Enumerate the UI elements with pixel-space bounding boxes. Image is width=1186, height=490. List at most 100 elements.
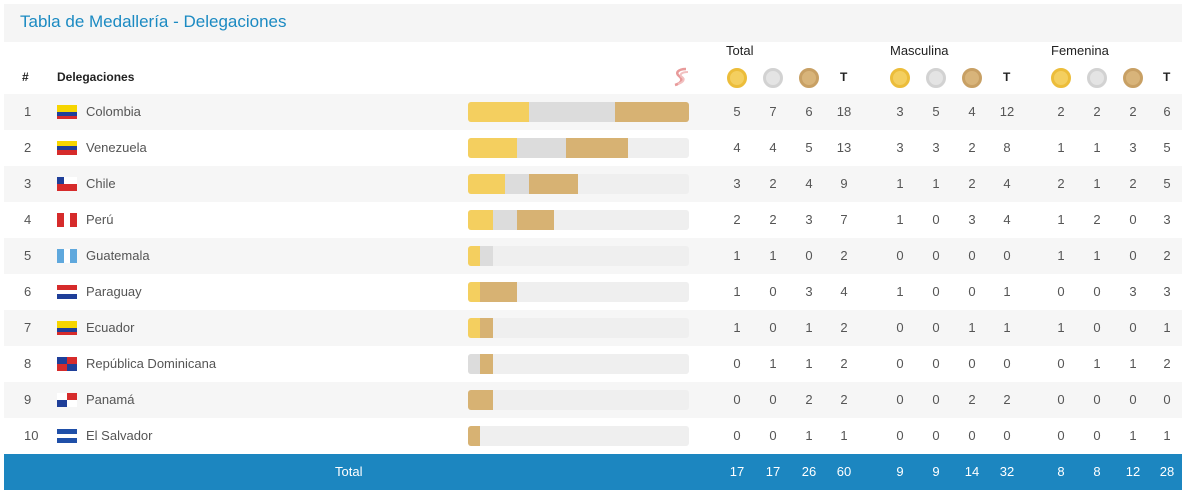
fem-value: 1	[1093, 140, 1101, 155]
total-value: 1	[805, 356, 813, 371]
total-value: 4	[805, 176, 813, 191]
masc-value: 2	[968, 140, 976, 155]
masc-value: 0	[968, 428, 976, 443]
fem-value: 5	[1163, 140, 1171, 155]
total-value: 13	[836, 140, 852, 155]
total-value: 0	[769, 284, 777, 299]
elsalvador-flag-icon	[57, 429, 77, 443]
bronze-bar-segment	[480, 354, 493, 374]
row-rank: 1	[24, 104, 32, 119]
total-value: 6	[805, 104, 813, 119]
fem-value: 2	[1129, 104, 1137, 119]
delegation-name[interactable]: Perú	[86, 212, 114, 227]
column-header-total-masc: T	[1003, 70, 1011, 84]
table-row[interactable]: 5 Guatemala 1 1 0 2 0 0 0 0 1 1 0 2	[4, 238, 1182, 274]
bronze-bar-segment	[566, 138, 628, 158]
masc-value: 0	[968, 284, 976, 299]
fem-value: 3	[1163, 212, 1171, 227]
delegation-name[interactable]: Ecuador	[86, 320, 135, 335]
masc-value: 0	[968, 356, 976, 371]
colombia-flag-icon	[57, 105, 77, 119]
panama-flag-icon	[57, 393, 77, 407]
masc-value: 1	[896, 176, 904, 191]
table-row[interactable]: 1 Colombia 5 7 6 18 3 5 4 12 2 2 2 6	[4, 94, 1182, 130]
fem-value: 2	[1093, 104, 1101, 119]
table-row[interactable]: 6 Paraguay 1 0 3 4 1 0 0 1 0 0 3 3	[4, 274, 1182, 310]
delegation-name[interactable]: Guatemala	[86, 248, 150, 263]
total-value: 0	[769, 392, 777, 407]
delegation-name[interactable]: Paraguay	[86, 284, 142, 299]
masc-value: 0	[896, 248, 904, 263]
total-value: 2	[840, 248, 848, 263]
table-row[interactable]: 3 Chile 3 2 4 9 1 1 2 4 2 1 2 5	[4, 166, 1182, 202]
group-header-total: Total	[726, 43, 754, 58]
delegation-name[interactable]: Chile	[86, 176, 116, 191]
gold-bar-segment	[468, 246, 481, 266]
delegation-name[interactable]: El Salvador	[86, 428, 153, 443]
masc-value: 3	[968, 212, 976, 227]
ecuador-flag-icon	[57, 321, 77, 335]
venezuela-flag-icon	[57, 141, 77, 155]
fem-value: 2	[1057, 104, 1065, 119]
fem-value: 0	[1129, 320, 1137, 335]
title-bar: Tabla de Medallería - Delegaciones	[4, 4, 1182, 42]
delegation-name[interactable]: República Dominicana	[86, 356, 217, 371]
total-value: 0	[733, 392, 741, 407]
table-row[interactable]: 4 Perú 2 2 3 7 1 0 3 4 1 2 0 3	[4, 202, 1182, 238]
masc-value: 0	[968, 248, 976, 263]
fem-value: 1	[1129, 356, 1137, 371]
total-value: 1	[805, 320, 813, 335]
masc-value: 0	[896, 392, 904, 407]
games-logo-icon	[674, 67, 689, 87]
delegation-name[interactable]: Panamá	[86, 392, 135, 407]
fem-value: 2	[1057, 176, 1065, 191]
masc-value: 5	[932, 104, 940, 119]
fem-value: 1	[1093, 356, 1101, 371]
fem-value: 2	[1163, 356, 1171, 371]
silver-bar-segment	[517, 138, 567, 158]
masc-value: 0	[896, 356, 904, 371]
bronze-bar-segment	[480, 282, 518, 302]
bronze-bar-segment	[468, 390, 493, 410]
table-row[interactable]: 7 Ecuador 1 0 1 2 0 0 1 1 1 0 0 1	[4, 310, 1182, 346]
medal-bar	[468, 138, 689, 158]
total-value: 3	[733, 176, 741, 191]
delegation-name[interactable]: Venezuela	[86, 140, 147, 155]
table-row[interactable]: 10 El Salvador 0 0 1 1 0 0 0 0 0 0 1 1	[4, 418, 1182, 454]
total-value: 4	[769, 140, 777, 155]
masc-value: 4	[1003, 212, 1011, 227]
total-value: 1	[733, 284, 741, 299]
fem-value: 0	[1057, 356, 1065, 371]
medal-table: Tabla de Medallería - Delegaciones Total…	[4, 0, 1182, 490]
medal-bar	[468, 354, 689, 374]
table-row[interactable]: 2 Venezuela 4 4 5 13 3 3 2 8 1 1 3 5	[4, 130, 1182, 166]
fem-value: 3	[1129, 140, 1137, 155]
masc-value: 1	[896, 212, 904, 227]
table-row[interactable]: 9 Panamá 0 0 2 2 0 0 2 2 0 0 0 0	[4, 382, 1182, 418]
footer-fem-value: 8	[1093, 464, 1101, 479]
masc-value: 2	[968, 176, 976, 191]
total-value: 18	[836, 104, 852, 119]
masc-value: 3	[896, 140, 904, 155]
masc-value: 0	[932, 212, 940, 227]
fem-value: 0	[1057, 392, 1065, 407]
silver-bar-segment	[492, 210, 518, 230]
gold-medal-icon	[890, 68, 910, 88]
masc-value: 0	[932, 284, 940, 299]
delegation-name[interactable]: Colombia	[86, 104, 141, 119]
fem-value: 1	[1093, 248, 1101, 263]
total-value: 3	[805, 284, 813, 299]
total-value: 1	[733, 320, 741, 335]
masc-value: 0	[1003, 248, 1011, 263]
group-header-masculina: Masculina	[890, 43, 949, 58]
bronze-bar-segment	[517, 210, 554, 230]
footer-total-value: 26	[801, 464, 817, 479]
masc-value: 1	[932, 176, 940, 191]
table-row[interactable]: 8 República Dominicana 0 1 1 2 0 0 0 0 0 1 1 2	[4, 346, 1182, 382]
total-value: 0	[805, 248, 813, 263]
fem-value: 6	[1163, 104, 1171, 119]
footer-fem-value: 12	[1125, 464, 1141, 479]
row-rank: 2	[24, 140, 32, 155]
fem-value: 2	[1093, 212, 1101, 227]
total-value: 5	[733, 104, 741, 119]
